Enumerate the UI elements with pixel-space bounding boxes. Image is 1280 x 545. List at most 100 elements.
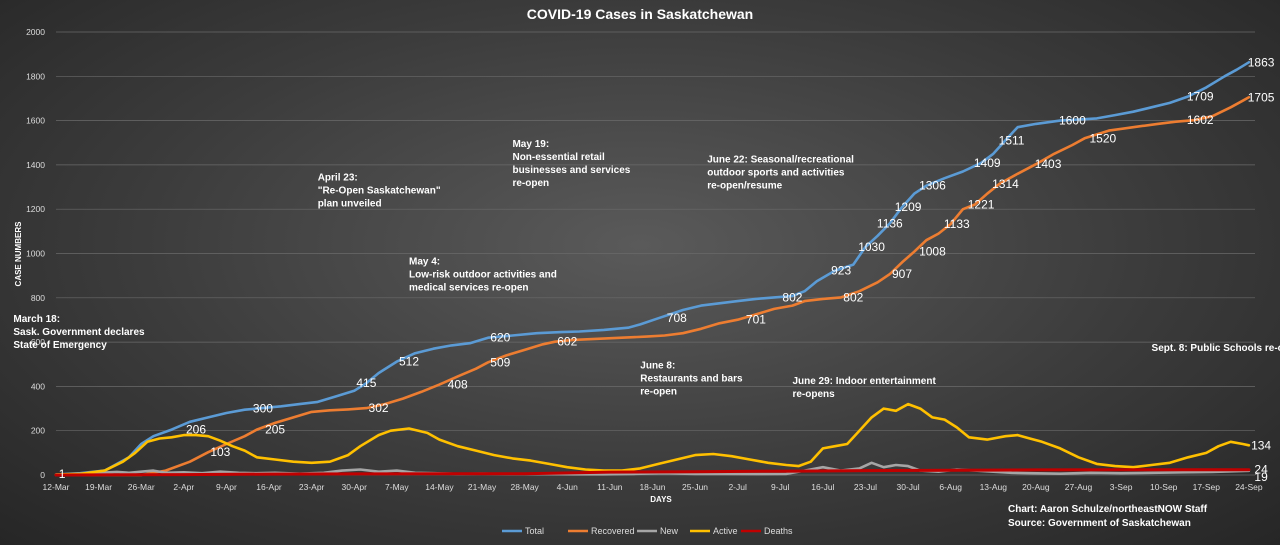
- annotation-line: Non-essential retail: [512, 152, 604, 163]
- x-tick-label: 30-Apr: [341, 482, 367, 492]
- credit-line: Chart: Aaron Schulze/northeastNOW Staff: [1008, 504, 1208, 515]
- annotation-line: medical services re-open: [409, 283, 529, 294]
- annotation-line: outdoor sports and activities: [707, 168, 845, 179]
- x-tick-label: 17-Sep: [1193, 482, 1221, 492]
- annotations: March 18: Sask. Government declares State …: [13, 139, 1280, 400]
- y-tick-label: 1000: [26, 249, 45, 259]
- x-tick-label: 18-Jun: [639, 482, 665, 492]
- annotation-line: April 23:: [318, 172, 358, 183]
- data-label: 1209: [895, 200, 922, 214]
- series-lines: [54, 61, 1251, 477]
- x-tick-label: 2-Apr: [173, 482, 194, 492]
- annotation: May 4: Low-risk outdoor activities and med…: [409, 257, 557, 294]
- x-tick-label: 7-May: [385, 482, 409, 492]
- annotation: June 8: Restaurants and bars re-open: [640, 361, 743, 398]
- legend-label: Recovered: [591, 526, 635, 536]
- x-tick-label: 12-Mar: [43, 482, 70, 492]
- annotation-line: State of Emergency: [13, 340, 107, 351]
- series-line-new: [54, 461, 1251, 476]
- legend: Total Recovered New Active Deaths: [502, 526, 793, 536]
- x-tick-label: 4-Jun: [557, 482, 579, 492]
- y-tick-label: 1200: [26, 204, 45, 214]
- data-label: 103: [210, 445, 230, 459]
- data-label: 408: [448, 378, 468, 392]
- x-tick-label: 14-May: [425, 482, 454, 492]
- data-label: 708: [667, 311, 687, 325]
- data-label: 1863: [1248, 55, 1275, 69]
- x-tick-label: 3-Sep: [1110, 482, 1133, 492]
- x-tick-label: 20-Aug: [1022, 482, 1050, 492]
- x-tick-label: 23-Jul: [854, 482, 877, 492]
- annotation-line: plan unveiled: [318, 198, 382, 209]
- legend-label: New: [660, 526, 679, 536]
- data-label: 802: [843, 290, 863, 304]
- data-label: 1709: [1187, 89, 1214, 103]
- data-label: 1136: [877, 216, 903, 230]
- data-label: 300: [253, 402, 273, 416]
- data-label: 1030: [858, 240, 885, 254]
- data-label: 1008: [919, 245, 946, 259]
- annotation-line: March 18:: [13, 314, 60, 325]
- annotation: June 22: Seasonal/recreational outdoor sp…: [707, 155, 854, 192]
- data-label: 802: [782, 290, 802, 304]
- data-label: 1133: [944, 217, 970, 231]
- legend-label: Total: [525, 526, 544, 536]
- series-line-total: [54, 61, 1251, 476]
- annotation: Sept. 8: Public Schools re-open: [1152, 343, 1280, 354]
- x-tick-label: 26-Mar: [128, 482, 155, 492]
- x-tick-label: 6-Aug: [939, 482, 962, 492]
- x-tick-label: 11-Jun: [597, 482, 623, 492]
- data-label: 206: [186, 422, 206, 436]
- data-label: 1520: [1089, 131, 1116, 145]
- x-tick-label: 16-Jul: [811, 482, 834, 492]
- credit-line: Source: Government of Saskatchewan: [1008, 518, 1191, 529]
- data-label: 1705: [1248, 90, 1275, 104]
- y-tick-label: 600: [31, 337, 45, 347]
- data-label: 512: [399, 355, 419, 369]
- x-tick-label: 23-Apr: [299, 482, 325, 492]
- annotation: March 18: Sask. Government declares State …: [13, 314, 145, 351]
- data-label: 1600: [1059, 114, 1086, 128]
- data-label: 923: [831, 264, 851, 278]
- annotation-line: re-open: [640, 387, 677, 398]
- credits: Chart: Aaron Schulze/northeastNOW Staff S…: [1008, 504, 1208, 529]
- annotation-line: June 22: Seasonal/recreational: [707, 155, 854, 166]
- gridlines: [56, 31, 1255, 476]
- x-axis-ticks: 12-Mar 19-Mar 26-Mar 2-Apr 9-Apr 16-Apr 23-Apr…: [43, 482, 1263, 492]
- y-tick-label: 1400: [26, 160, 45, 170]
- data-label: 1409: [974, 156, 1001, 170]
- data-label: 620: [490, 331, 510, 345]
- annotation: April 23: "Re-Open Saskatchewan" plan unve…: [318, 172, 441, 209]
- annotation-line: June 8:: [640, 361, 675, 372]
- annotation-line: re-open: [512, 178, 549, 189]
- y-axis-ticks: 0 200 400 600 800 1000 1200 1400 1600 1800 2000: [26, 27, 45, 480]
- data-label: 302: [369, 401, 389, 415]
- legend-label: Deaths: [764, 526, 793, 536]
- x-axis-title: DAYS: [650, 495, 672, 504]
- x-tick-label: 9-Apr: [216, 482, 237, 492]
- annotation-line: re-open/resume: [707, 181, 782, 192]
- data-label: 1403: [1035, 157, 1062, 171]
- x-tick-label: 21-May: [468, 482, 497, 492]
- data-label: 1306: [919, 179, 946, 193]
- data-label: 1511: [999, 133, 1025, 147]
- annotation-line: Sept. 8: Public Schools re-open: [1152, 343, 1280, 354]
- data-label: 701: [746, 313, 766, 327]
- y-tick-label: 0: [40, 470, 45, 480]
- data-label: 1602: [1187, 113, 1214, 127]
- x-tick-label: 10-Sep: [1150, 482, 1178, 492]
- x-tick-label: 28-May: [510, 482, 539, 492]
- data-label: 1221: [968, 198, 995, 212]
- x-tick-label: 13-Aug: [980, 482, 1008, 492]
- legend-label: Active: [713, 526, 738, 536]
- annotation-line: businesses and services: [512, 165, 630, 176]
- data-labels: 206 103 300 205 302 415 512 408 620 509 602 708 701 8…: [59, 55, 1275, 484]
- data-label: 1: [59, 467, 66, 481]
- data-label: 24: [1254, 463, 1268, 477]
- annotation-line: Restaurants and bars: [640, 374, 743, 385]
- y-tick-label: 800: [31, 293, 45, 303]
- y-tick-label: 400: [31, 381, 45, 391]
- x-tick-label: 2-Jul: [728, 482, 747, 492]
- annotation-line: May 19:: [512, 139, 549, 150]
